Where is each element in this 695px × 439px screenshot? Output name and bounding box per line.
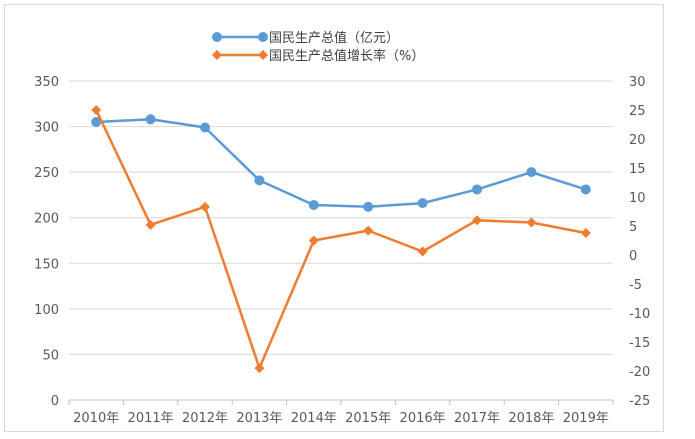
- chart-frame: 0 50 100 150 200 250 300 350 -25 -20 -15 -10 -5 0 5 10 1…: [4, 4, 664, 432]
- x-tick-label: 2011年: [128, 411, 174, 426]
- x-tick-label: 2015年: [345, 411, 391, 426]
- data-point: [363, 201, 374, 212]
- x-tick-label: 2013年: [236, 411, 282, 426]
- legend-label: 国民生产总值增长率（%）: [269, 48, 424, 64]
- data-point: [145, 114, 156, 125]
- data-point: [472, 184, 482, 195]
- data-point: [526, 167, 537, 178]
- x-tick-label: 2019年: [563, 411, 609, 426]
- data-point: [580, 184, 591, 195]
- data-point: [254, 363, 265, 374]
- axes: 0 50 100 150 200 250 300 350 -25 -20 -15 -10 -5 0 5 10 1…: [34, 75, 650, 426]
- x-tick-label: 2010年: [73, 411, 119, 426]
- data-point: [91, 105, 102, 115]
- data-point: [145, 219, 156, 230]
- data-point: [200, 122, 210, 133]
- gridlines: [69, 80, 613, 401]
- series-line-2: [95, 109, 587, 370]
- y-left-tick-label: 250: [34, 166, 59, 181]
- x-tick-label: 2017年: [454, 411, 500, 426]
- y-right-tick-label: 10: [629, 191, 646, 206]
- data-point: [254, 175, 265, 186]
- legend: 国民生产总值（亿元） 国民生产总值增长率（%）: [212, 30, 424, 64]
- data-point: [417, 198, 428, 209]
- y-left-tick-label: 350: [34, 75, 59, 90]
- data-point: [308, 235, 319, 246]
- x-tick-label: 2016年: [400, 411, 446, 426]
- legend-marker: [212, 50, 222, 60]
- y-left-tick-label: 300: [34, 121, 59, 136]
- data-point: [200, 201, 210, 212]
- y-left-tick-label: 150: [34, 257, 59, 272]
- x-tick-label: 2018年: [508, 411, 554, 426]
- data-point: [526, 217, 537, 228]
- series-line-1: [96, 118, 587, 209]
- legend-marker: [212, 32, 222, 42]
- y-right-tick-label: 25: [629, 104, 646, 119]
- y-right-tick-label: 20: [629, 133, 646, 148]
- y-right-tick-label: -5: [629, 278, 642, 293]
- legend-marker: [258, 32, 268, 42]
- y-right-tick-label: -20: [629, 365, 650, 380]
- legend-label: 国民生产总值（亿元）: [269, 30, 399, 46]
- y-right-tick-label: 5: [629, 220, 637, 235]
- data-point: [363, 225, 374, 236]
- data-point: [417, 246, 428, 257]
- data-point: [472, 215, 482, 226]
- y-right-tick-label: -10: [629, 307, 650, 322]
- y-right-tick-label: 0: [629, 249, 637, 264]
- y-left-tick-label: 100: [34, 303, 59, 318]
- y-right-tick-label: -15: [629, 336, 650, 351]
- data-point: [91, 117, 102, 128]
- line-chart: 0 50 100 150 200 250 300 350 -25 -20 -15 -10 -5 0 5 10 1…: [34, 30, 650, 426]
- y-right-tick-label: 30: [629, 75, 646, 90]
- y-left-tick-label: 0: [51, 394, 59, 409]
- series: [91, 105, 591, 374]
- y-right-tick-label: 15: [629, 162, 646, 177]
- x-tick-label: 2014年: [291, 411, 337, 426]
- data-point: [308, 199, 319, 210]
- x-tick-label: 2012年: [182, 411, 228, 426]
- y-right-tick-label: -25: [629, 394, 650, 409]
- y-left-tick-label: 200: [34, 212, 59, 227]
- y-left-tick-label: 50: [42, 348, 59, 363]
- legend-marker: [258, 50, 268, 60]
- data-point: [580, 227, 591, 238]
